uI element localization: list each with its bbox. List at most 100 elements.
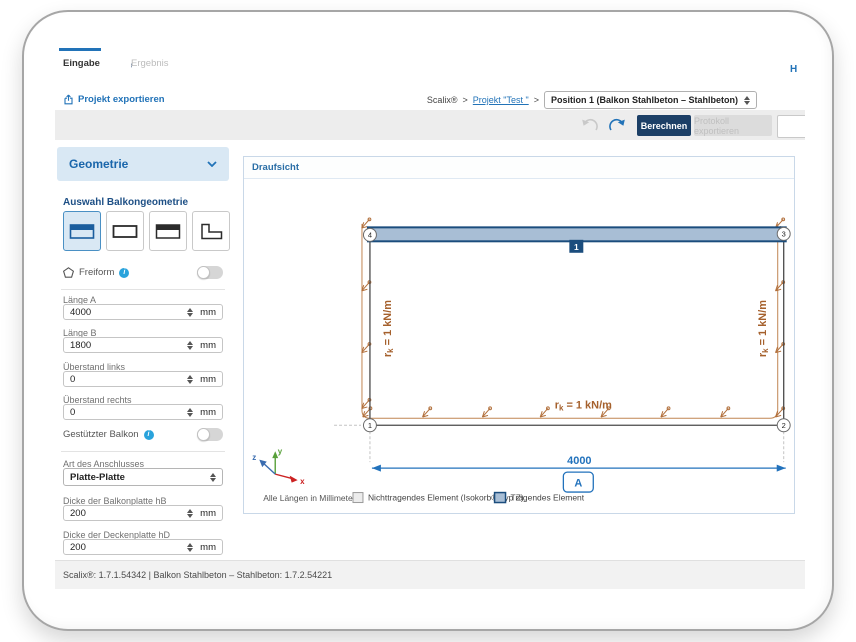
shape-option-rect[interactable] — [106, 211, 144, 251]
unit-label: mm — [200, 406, 216, 418]
freeform-shape-icon — [63, 267, 74, 278]
gestuetzter-balkon-toggle[interactable] — [197, 428, 223, 441]
legend: Nichttragendes Element (Isokorb® Typ Z) … — [352, 491, 585, 504]
extension-lines — [334, 424, 785, 463]
freiform-toggle[interactable] — [197, 266, 223, 279]
redo-icon — [609, 118, 625, 130]
input-value: 1800 — [70, 339, 92, 351]
tab-eingabe-label: Eingabe — [63, 57, 100, 69]
info-icon[interactable]: i — [119, 267, 130, 278]
shape-rect-topbar-icon — [155, 223, 181, 239]
select-arrows-icon — [210, 472, 216, 482]
member-label-badge: 1 — [569, 239, 584, 253]
input-value: 4000 — [70, 306, 92, 318]
legend-tragend-label: Tragendes Element — [511, 493, 585, 503]
units-note: Alle Längen in Millimeter — [263, 493, 355, 503]
ueberstand-rechts-input[interactable]: 0 mm — [63, 404, 223, 420]
berechnen-button[interactable]: Berechnen — [637, 115, 691, 136]
breadcrumb-app: Scalix® — [426, 95, 458, 105]
stepper-icon[interactable] — [187, 374, 194, 384]
breadcrumb-project-link[interactable]: Projekt "Test " — [472, 95, 529, 105]
export-label: Projekt exportieren — [78, 94, 165, 105]
tab-eingabe[interactable]: Eingabe — [55, 48, 131, 78]
dicke-deckenplatte-label: Dicke der Deckenplatte hD — [63, 530, 171, 540]
ueberstand-links-input[interactable]: 0 mm — [63, 371, 223, 387]
load-label-bottom: rk = 1 kN/m — [555, 399, 612, 412]
dimension-axis-badge — [562, 471, 594, 493]
device-bezel: Scalix® H Projekt exportieren Scalix® > … — [22, 10, 834, 631]
anschluss-label: Art des Anschlusses — [63, 459, 145, 469]
unit-label: mm — [200, 339, 216, 351]
tab-ergebnis[interactable]: Ergebnis — [123, 48, 197, 78]
position-select-value: Position 1 (Balkon Stahlbeton – Stahlbet… — [550, 95, 738, 105]
shape-option-rect-topbar[interactable] — [149, 211, 187, 251]
toolbar-band — [55, 110, 805, 140]
unit-label: mm — [200, 541, 216, 553]
position-select[interactable]: Position 1 (Balkon Stahlbeton – Stahlbet… — [543, 91, 757, 109]
shape-rect-topbar-blue-icon — [69, 223, 95, 239]
unit-label: mm — [200, 507, 216, 519]
anschluss-select-value: Platte-Platte — [70, 471, 125, 483]
legend-tragend-swatch — [493, 491, 507, 504]
tragendes-element-bar[interactable] — [366, 226, 787, 243]
stepper-icon[interactable] — [187, 508, 194, 518]
load-label-left: rk = 1 kN/m — [382, 300, 395, 357]
geometrie-title: Geometrie — [69, 157, 129, 171]
shape-option-l-shape[interactable] — [192, 211, 230, 251]
laenge-b-input[interactable]: 1800 mm — [63, 337, 223, 353]
axis-y-label: y — [278, 447, 283, 456]
drawing-title: Draufsicht — [252, 162, 299, 173]
cut-off-button[interactable] — [777, 115, 805, 138]
load-label-right: rk = 1 kN/m — [757, 300, 770, 357]
toggle-knob — [197, 266, 210, 279]
node-3-label: 3 — [782, 229, 786, 238]
unit-label: mm — [200, 306, 216, 318]
laenge-a-label: Länge A — [63, 295, 97, 305]
ueberstand-links-label: Überstand links — [63, 362, 126, 372]
help-link[interactable]: H — [790, 64, 798, 75]
stepper-icon[interactable] — [187, 407, 194, 417]
unit-label: mm — [200, 373, 216, 385]
stepper-icon[interactable] — [187, 542, 194, 552]
dimension-a: 4000 A — [371, 455, 786, 493]
drawing-canvas[interactable]: 1 1 2 3 4 — [244, 179, 794, 514]
shape-l-icon — [201, 223, 223, 239]
node-2-label: 2 — [782, 421, 786, 430]
protokoll-export-button[interactable]: Protokoll exportieren — [694, 115, 772, 136]
toggle-knob — [197, 428, 210, 441]
anschluss-select[interactable]: Platte-Platte — [63, 468, 223, 486]
node-4-label: 4 — [368, 230, 372, 239]
input-value: 0 — [70, 406, 76, 418]
load-line — [361, 223, 779, 419]
info-icon[interactable]: i — [143, 429, 154, 440]
redo-button[interactable] — [606, 115, 628, 135]
input-value: 0 — [70, 373, 76, 385]
version-info: Scalix®: 1.7.1.54342 | Balkon Stahlbeton… — [63, 570, 333, 580]
stepper-icon[interactable] — [187, 340, 194, 350]
laenge-a-input[interactable]: 4000 mm — [63, 304, 223, 320]
dicke-balkonplatte-input[interactable]: 200 mm — [63, 505, 223, 521]
node-markers — [362, 226, 791, 433]
breadcrumb: Scalix® > Projekt "Test " > Position 1 (… — [427, 91, 757, 109]
breadcrumb-separator: > — [462, 95, 468, 105]
plan-view-svg: 1 1 2 3 4 — [252, 217, 791, 504]
balcony-outline — [369, 233, 785, 426]
divider — [61, 289, 225, 290]
node-1-label: 1 — [368, 421, 372, 430]
geometrie-accordion-header[interactable]: Geometrie — [57, 147, 229, 181]
undo-button[interactable] — [579, 115, 601, 135]
legend-nontragend-label: Nichttragendes Element (Isokorb® Typ Z) — [368, 493, 524, 503]
gestuetzter-balkon-label: Gestützter Balkon — [63, 429, 139, 440]
project-export-link[interactable]: Projekt exportieren — [63, 94, 165, 105]
shape-button-row — [63, 211, 230, 251]
divider — [61, 451, 225, 452]
sidebar-geometrie: Geometrie Auswahl Balkongeometrie — [57, 147, 230, 557]
dicke-deckenplatte-input[interactable]: 200 mm — [63, 539, 223, 555]
export-icon — [64, 94, 73, 105]
shape-rect-icon — [112, 224, 138, 238]
ueberstand-rechts-label: Überstand rechts — [63, 395, 132, 405]
gestuetzter-balkon-row: Gestützter Balkon i — [63, 428, 223, 441]
stepper-icon[interactable] — [187, 307, 194, 317]
shape-option-slab-top-selected[interactable] — [63, 211, 101, 251]
